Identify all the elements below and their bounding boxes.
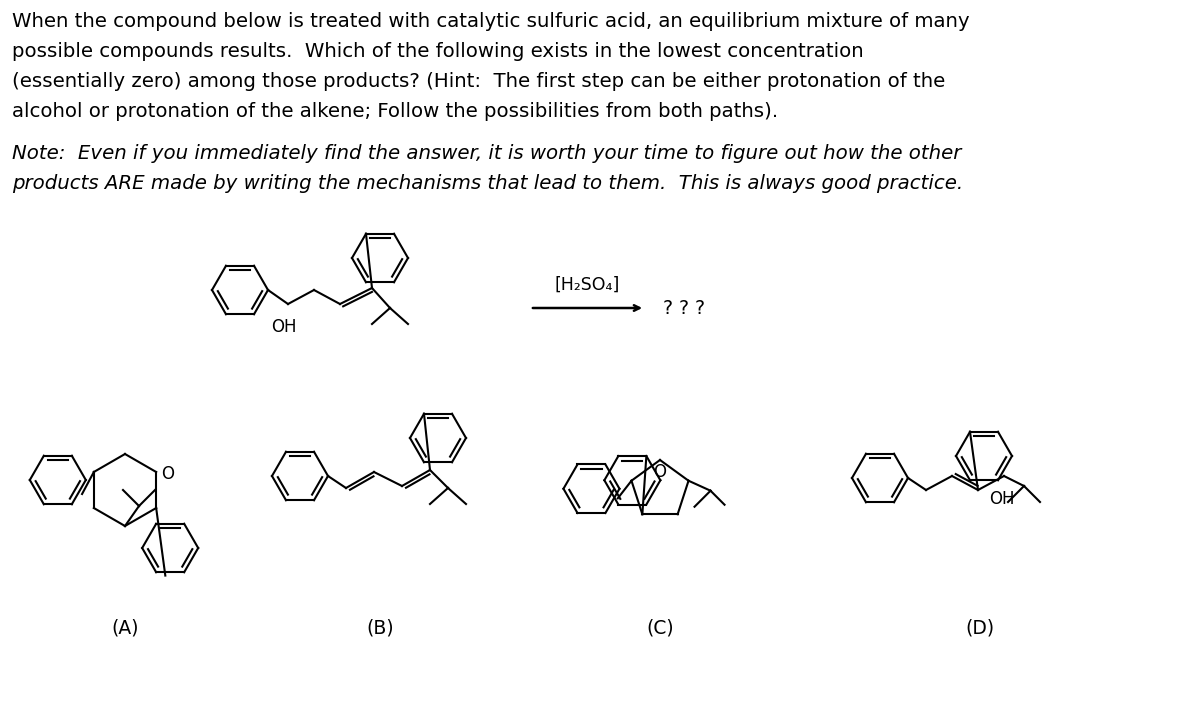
Text: Note:  Even if you immediately find the answer, it is worth your time to figure : Note: Even if you immediately find the a… <box>12 144 961 163</box>
Text: OH: OH <box>271 318 296 336</box>
Text: (essentially zero) among those products? (Hint:  The first step can be either pr: (essentially zero) among those products?… <box>12 72 946 91</box>
Text: possible compounds results.  Which of the following exists in the lowest concent: possible compounds results. Which of the… <box>12 42 864 61</box>
Text: (D): (D) <box>966 618 995 637</box>
Text: ? ? ?: ? ? ? <box>662 298 706 318</box>
Text: [H₂SO₄]: [H₂SO₄] <box>554 276 620 294</box>
Text: O: O <box>161 465 174 483</box>
Text: When the compound below is treated with catalytic sulfuric acid, an equilibrium : When the compound below is treated with … <box>12 12 970 31</box>
Text: OH: OH <box>989 490 1015 508</box>
Text: (C): (C) <box>646 618 674 637</box>
Text: alcohol or protonation of the alkene; Follow the possibilities from both paths).: alcohol or protonation of the alkene; Fo… <box>12 102 778 121</box>
Text: products ARE made by writing the mechanisms that lead to them.  This is always g: products ARE made by writing the mechani… <box>12 174 964 193</box>
Text: (A): (A) <box>112 618 139 637</box>
Text: (B): (B) <box>366 618 394 637</box>
Text: O: O <box>654 463 666 481</box>
